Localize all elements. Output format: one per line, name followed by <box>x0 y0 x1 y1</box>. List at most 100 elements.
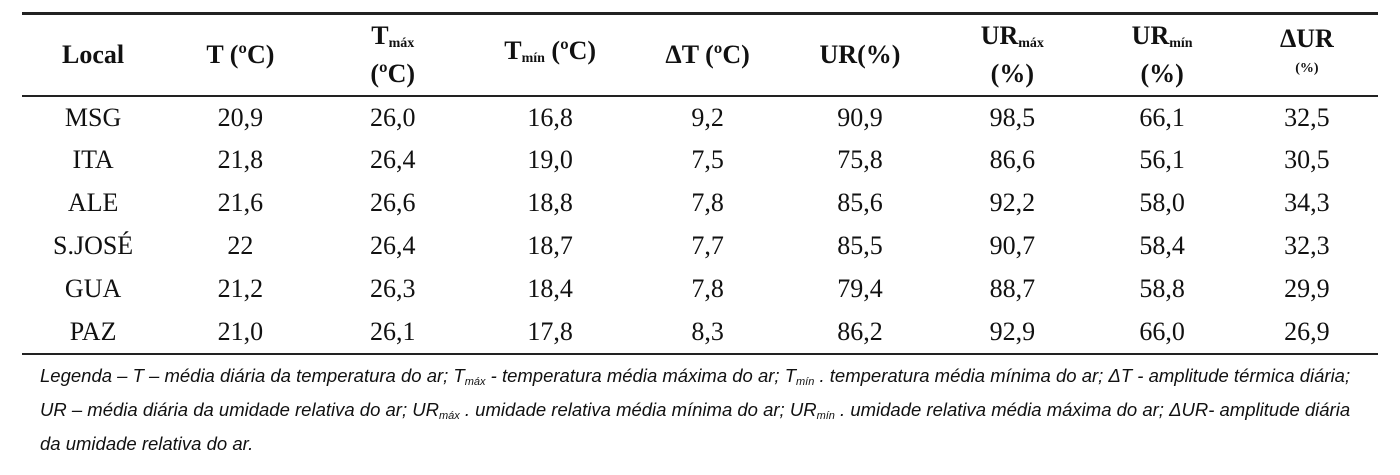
header-cell: UR(%) <box>784 14 936 96</box>
header-unit: (ºC) <box>370 58 416 88</box>
header-main: T <box>504 35 522 65</box>
cell: 90,9 <box>837 102 883 132</box>
data-table: Local T (ºC) Tmáx (ºC) Tmín (ºC) ΔT (ºC) UR(%)… <box>22 12 1378 355</box>
row-label: MSG <box>64 102 122 132</box>
header-main: UR <box>980 20 1019 50</box>
cell: 26,0 <box>369 102 416 132</box>
cell: 7,5 <box>691 145 724 174</box>
header-main: T (ºC) <box>206 39 275 69</box>
cell: 86,6 <box>989 145 1036 174</box>
cell: 9,2 <box>691 102 724 132</box>
legend-sub: mín <box>816 410 835 422</box>
cell: 17,8 <box>527 316 573 346</box>
header-main: ΔUR <box>1279 24 1334 54</box>
header-cell: T (ºC) <box>164 14 316 96</box>
cell: 26,6 <box>369 188 416 217</box>
cell: 7,8 <box>691 274 724 303</box>
cell: 85,6 <box>837 188 883 217</box>
header-unit: (%) <box>1295 61 1319 77</box>
table-row: ALE 21,6 26,6 18,8 7,8 85,6 92,2 58,0 34,3 <box>22 182 1378 225</box>
cell: 58,8 <box>1139 274 1185 303</box>
cell: 92,2 <box>989 188 1036 217</box>
header-cell: URmín (%) <box>1089 14 1236 96</box>
header-row: Local T (ºC) Tmáx (ºC) Tmín (ºC) ΔT (ºC) UR(%)… <box>22 13 1378 96</box>
cell: 26,3 <box>369 274 416 303</box>
table-row: S.JOSÉ 22 26,4 18,7 7,7 85,5 90,7 58,4 32,3 <box>22 225 1378 268</box>
cell: 18,4 <box>527 274 573 303</box>
cell: 32,3 <box>1284 231 1330 260</box>
legend-text: Legenda – T – média diária da temperatur… <box>40 365 465 386</box>
header-unit: (%) <box>990 58 1034 88</box>
cell: 58,0 <box>1139 188 1185 217</box>
cell: 66,1 <box>1139 102 1185 132</box>
cell: 21,0 <box>217 316 264 346</box>
cell: 34,3 <box>1284 188 1330 217</box>
table-body: MSG 20,9 26,0 16,8 9,2 90,9 98,5 66,1 32,5 ITA 21,… <box>22 96 1378 354</box>
cell: 30,5 <box>1284 145 1330 174</box>
cell: 16,8 <box>527 102 573 132</box>
header-sub: máx <box>388 35 415 51</box>
cell: 8,3 <box>691 316 724 346</box>
cell: 26,4 <box>369 145 416 174</box>
cell: 75,8 <box>837 145 883 174</box>
header-cell: Tmín (ºC) <box>469 14 632 96</box>
legend-text: - temperatura média máxima do ar; T <box>485 365 797 386</box>
legend-text: . umidade relativa média mínima do ar; U… <box>459 399 817 420</box>
cell: 21,6 <box>217 188 264 217</box>
legend-sub: máx <box>464 376 486 388</box>
cell: 92,9 <box>989 316 1036 346</box>
legend-text: . temperatura média mínima do ar; ΔT - a… <box>40 365 1351 420</box>
cell: 88,7 <box>989 274 1036 303</box>
header-cell: Local <box>22 14 164 96</box>
legend-sub: mín <box>796 376 815 388</box>
header-cell: ΔUR (%) <box>1236 14 1378 96</box>
header-main: UR <box>1131 20 1170 50</box>
row-label: PAZ <box>69 316 117 346</box>
cell: 66,0 <box>1139 316 1185 346</box>
cell: 58,4 <box>1139 231 1185 260</box>
table-row: GUA 21,2 26,3 18,4 7,8 79,4 88,7 58,8 29,9 <box>22 268 1378 311</box>
cell: 90,7 <box>989 231 1036 260</box>
cell: 21,8 <box>217 145 264 174</box>
header-main: T <box>371 20 389 50</box>
row-label: ALE <box>67 188 119 217</box>
table-row: PAZ 21,0 26,1 17,8 8,3 86,2 92,9 66,0 26,9 <box>22 311 1378 354</box>
cell: 22 <box>227 231 254 260</box>
cell: 79,4 <box>837 274 883 303</box>
row-label: GUA <box>64 274 122 303</box>
table-row: MSG 20,9 26,0 16,8 9,2 90,9 98,5 66,1 32,5 <box>22 96 1378 139</box>
cell: 26,9 <box>1284 316 1330 346</box>
header-unit: (%) <box>1140 58 1184 88</box>
table-row: ITA 21,8 26,4 19,0 7,5 75,8 86,6 56,1 30,5 <box>22 139 1378 182</box>
cell: 85,5 <box>837 231 883 260</box>
cell: 26,4 <box>369 231 416 260</box>
header-sub: mín <box>1169 35 1193 51</box>
cell: 56,1 <box>1139 145 1185 174</box>
header-main: ΔT (ºC) <box>665 39 750 69</box>
cell: 26,1 <box>369 316 416 346</box>
cell: 7,8 <box>691 188 724 217</box>
legend: Legenda – T – média diária da temperatur… <box>40 362 1370 457</box>
row-label: S.JOSÉ <box>52 231 134 260</box>
header-main: Local <box>62 39 125 69</box>
cell: 19,0 <box>527 145 573 174</box>
cell: 98,5 <box>989 102 1036 132</box>
cell: 18,7 <box>527 231 573 260</box>
legend-text: . umidade relativa média máxima do ar; Δ… <box>40 399 1351 454</box>
cell: 20,9 <box>217 102 264 132</box>
cell: 29,9 <box>1284 274 1330 303</box>
header-sub: máx <box>1018 35 1044 51</box>
header-cell: ΔT (ºC) <box>631 14 783 96</box>
cell: 18,8 <box>527 188 573 217</box>
cell: 21,2 <box>217 274 264 303</box>
header-sub: mín <box>521 50 545 66</box>
header-main: UR(%) <box>819 39 901 69</box>
legend-sub: máx <box>438 410 460 422</box>
header-cell: URmáx (%) <box>936 14 1088 96</box>
cell: 86,2 <box>837 316 883 346</box>
header-cell: Tmáx (ºC) <box>317 14 469 96</box>
cell: 7,7 <box>691 231 724 260</box>
row-label: ITA <box>72 145 114 174</box>
cell: 32,5 <box>1284 102 1330 132</box>
